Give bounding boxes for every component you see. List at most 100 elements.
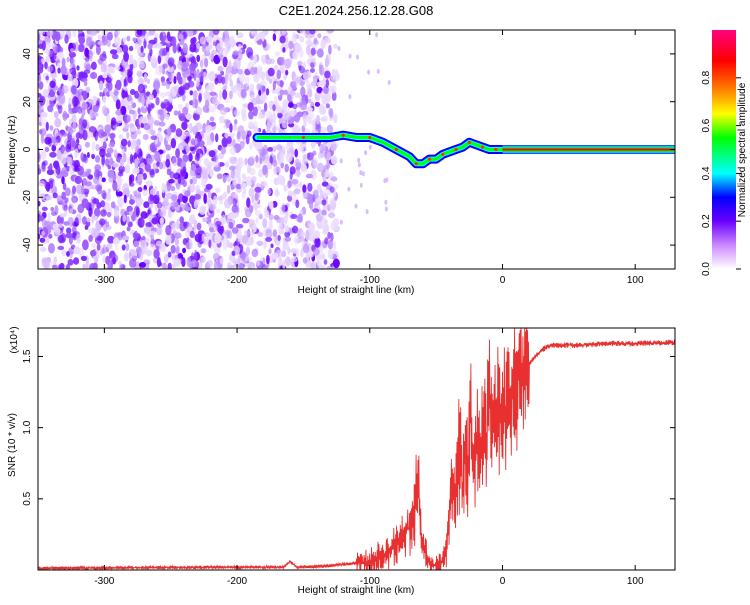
noise-blob [259, 66, 263, 74]
noise-blob [279, 80, 284, 88]
noise-blob [260, 180, 267, 187]
noise-blob [65, 187, 71, 197]
noise-blob [233, 109, 241, 117]
noise-blob [240, 88, 247, 99]
noise-blob [232, 50, 240, 56]
noise-blob [109, 90, 113, 96]
snr-x-tick-label: 100 [627, 576, 644, 587]
noise-blob [69, 164, 75, 176]
noise-blob [359, 170, 363, 176]
noise-blob [110, 117, 117, 126]
noise-blob [63, 150, 69, 159]
noise-blob [134, 230, 138, 240]
noise-blob [106, 147, 114, 154]
noise-blob [307, 116, 312, 125]
noise-blob [262, 164, 268, 175]
noise-blob [231, 204, 239, 213]
snr-series-line [38, 328, 675, 570]
noise-blob [178, 113, 186, 122]
noise-blob [115, 99, 121, 110]
noise-blob [49, 151, 57, 158]
noise-blob [300, 163, 307, 173]
noise-blob [144, 32, 149, 42]
noise-blob [177, 72, 181, 80]
noise-blob [60, 233, 67, 243]
noise-blob [331, 91, 337, 102]
noise-blob [129, 89, 136, 95]
noise-blob [134, 158, 139, 169]
spectrogram-x-tick-label: 0 [500, 275, 506, 286]
noise-blob [284, 112, 291, 121]
noise-blob [326, 204, 331, 212]
snr-y-label: SNR (10 * v/v) [7, 413, 18, 477]
noise-blob [127, 74, 133, 84]
noise-blob [174, 237, 180, 246]
noise-blob [111, 53, 119, 60]
noise-blob [70, 48, 74, 53]
noise-blob [310, 262, 315, 269]
noise-blob [129, 153, 133, 165]
noise-blob [242, 44, 247, 49]
noise-blob [225, 69, 229, 79]
noise-blob [48, 178, 54, 184]
noise-blob [278, 255, 282, 266]
snr-y-tick-label: 0.5 [22, 491, 33, 505]
noise-blob [38, 59, 43, 71]
noise-blob [144, 245, 149, 251]
noise-blob [219, 257, 224, 265]
noise-blob [302, 61, 307, 69]
noise-blob [151, 217, 159, 225]
noise-blob [201, 233, 205, 242]
noise-blob [122, 214, 126, 222]
noise-blob [161, 200, 170, 207]
noise-blob [307, 89, 313, 98]
noise-blob [47, 137, 53, 147]
noise-blob [202, 71, 207, 79]
noise-blob [299, 35, 305, 43]
noise-blob [119, 76, 125, 83]
noise-blob [104, 124, 112, 133]
noise-blob [244, 256, 252, 262]
colorbar-tick-label: 0.8 [701, 70, 712, 84]
noise-blob [105, 82, 109, 89]
noise-blob [175, 148, 181, 159]
noise-blob [255, 210, 261, 217]
noise-blob [38, 30, 46, 36]
noise-blob [238, 262, 244, 269]
noise-blob [300, 231, 306, 238]
noise-blob [102, 254, 106, 263]
noise-blob [330, 176, 338, 182]
noise-blob [45, 195, 53, 201]
noise-blob [266, 159, 270, 166]
noise-blob [266, 43, 271, 50]
noise-blob [64, 34, 69, 44]
noise-blob [47, 105, 53, 113]
noise-blob [275, 249, 283, 258]
noise-blob [255, 162, 262, 168]
noise-blob [92, 198, 100, 204]
noise-blob [254, 186, 262, 193]
noise-blob [282, 99, 289, 108]
noise-blob [196, 54, 201, 63]
noise-blob [266, 121, 271, 132]
noise-blob [96, 243, 101, 251]
noise-blob [113, 90, 119, 96]
track-peak-point [467, 140, 471, 144]
noise-blob [294, 115, 300, 123]
noise-blob [73, 257, 80, 265]
noise-blob [174, 85, 180, 92]
noise-blob [323, 188, 329, 198]
noise-blob [151, 145, 157, 153]
noise-blob [94, 155, 101, 163]
noise-blob [116, 116, 124, 124]
noise-blob [80, 185, 84, 195]
noise-blob [322, 115, 329, 123]
noise-blob [184, 229, 190, 238]
noise-blob [170, 245, 176, 254]
noise-blob [278, 230, 285, 235]
noise-blob [201, 167, 208, 175]
noise-blob [354, 203, 358, 209]
noise-blob [74, 217, 79, 228]
noise-blob [255, 217, 259, 224]
noise-blob [357, 157, 361, 163]
